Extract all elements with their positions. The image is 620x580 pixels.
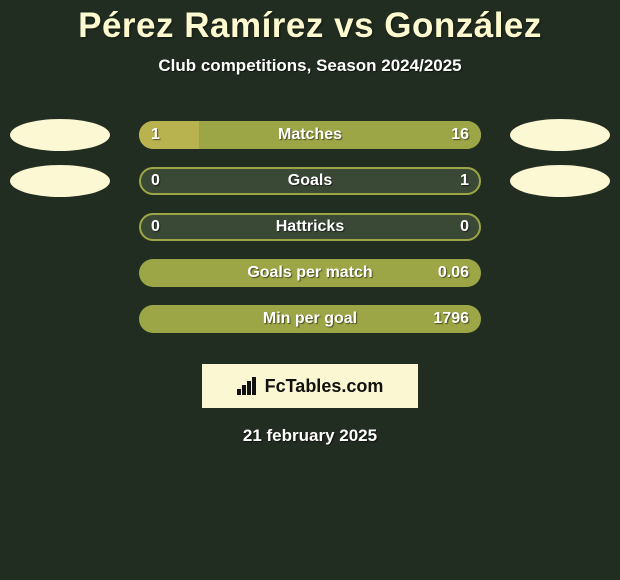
stat-bar: Goals per match0.06 bbox=[139, 259, 481, 287]
stat-bar: 0Goals1 bbox=[139, 167, 481, 195]
stat-bar: 0Hattricks0 bbox=[139, 213, 481, 241]
stat-right-value: 0 bbox=[460, 213, 469, 241]
attribution-text: FcTables.com bbox=[265, 376, 384, 397]
date-label: 21 february 2025 bbox=[0, 426, 620, 446]
stat-right-value: 0.06 bbox=[438, 259, 469, 287]
comparison-card: Pérez Ramírez vs González Club competiti… bbox=[0, 0, 620, 580]
club-badge-left bbox=[10, 119, 110, 151]
stat-row: Goals per match0.06 bbox=[0, 250, 620, 296]
club-badge-right bbox=[510, 119, 610, 151]
stat-label: Goals bbox=[139, 167, 481, 195]
stat-rows: 1Matches160Goals10Hattricks0Goals per ma… bbox=[0, 112, 620, 342]
stat-bar: 1Matches16 bbox=[139, 121, 481, 149]
stat-right-value: 1 bbox=[460, 167, 469, 195]
stat-row: 1Matches16 bbox=[0, 112, 620, 158]
attribution-badge: FcTables.com bbox=[202, 364, 418, 408]
club-badge-right bbox=[510, 165, 610, 197]
club-badge-left bbox=[10, 165, 110, 197]
stat-label: Hattricks bbox=[139, 213, 481, 241]
stat-right-value: 1796 bbox=[433, 305, 469, 333]
stat-row: 0Goals1 bbox=[0, 158, 620, 204]
stat-row: Min per goal1796 bbox=[0, 296, 620, 342]
page-title: Pérez Ramírez vs González bbox=[0, 0, 620, 46]
stat-bar: Min per goal1796 bbox=[139, 305, 481, 333]
stat-label: Min per goal bbox=[139, 305, 481, 333]
stat-row: 0Hattricks0 bbox=[0, 204, 620, 250]
stat-label: Goals per match bbox=[139, 259, 481, 287]
stat-label: Matches bbox=[139, 121, 481, 149]
chart-icon bbox=[237, 377, 259, 395]
stat-right-value: 16 bbox=[451, 121, 469, 149]
subtitle: Club competitions, Season 2024/2025 bbox=[0, 56, 620, 76]
